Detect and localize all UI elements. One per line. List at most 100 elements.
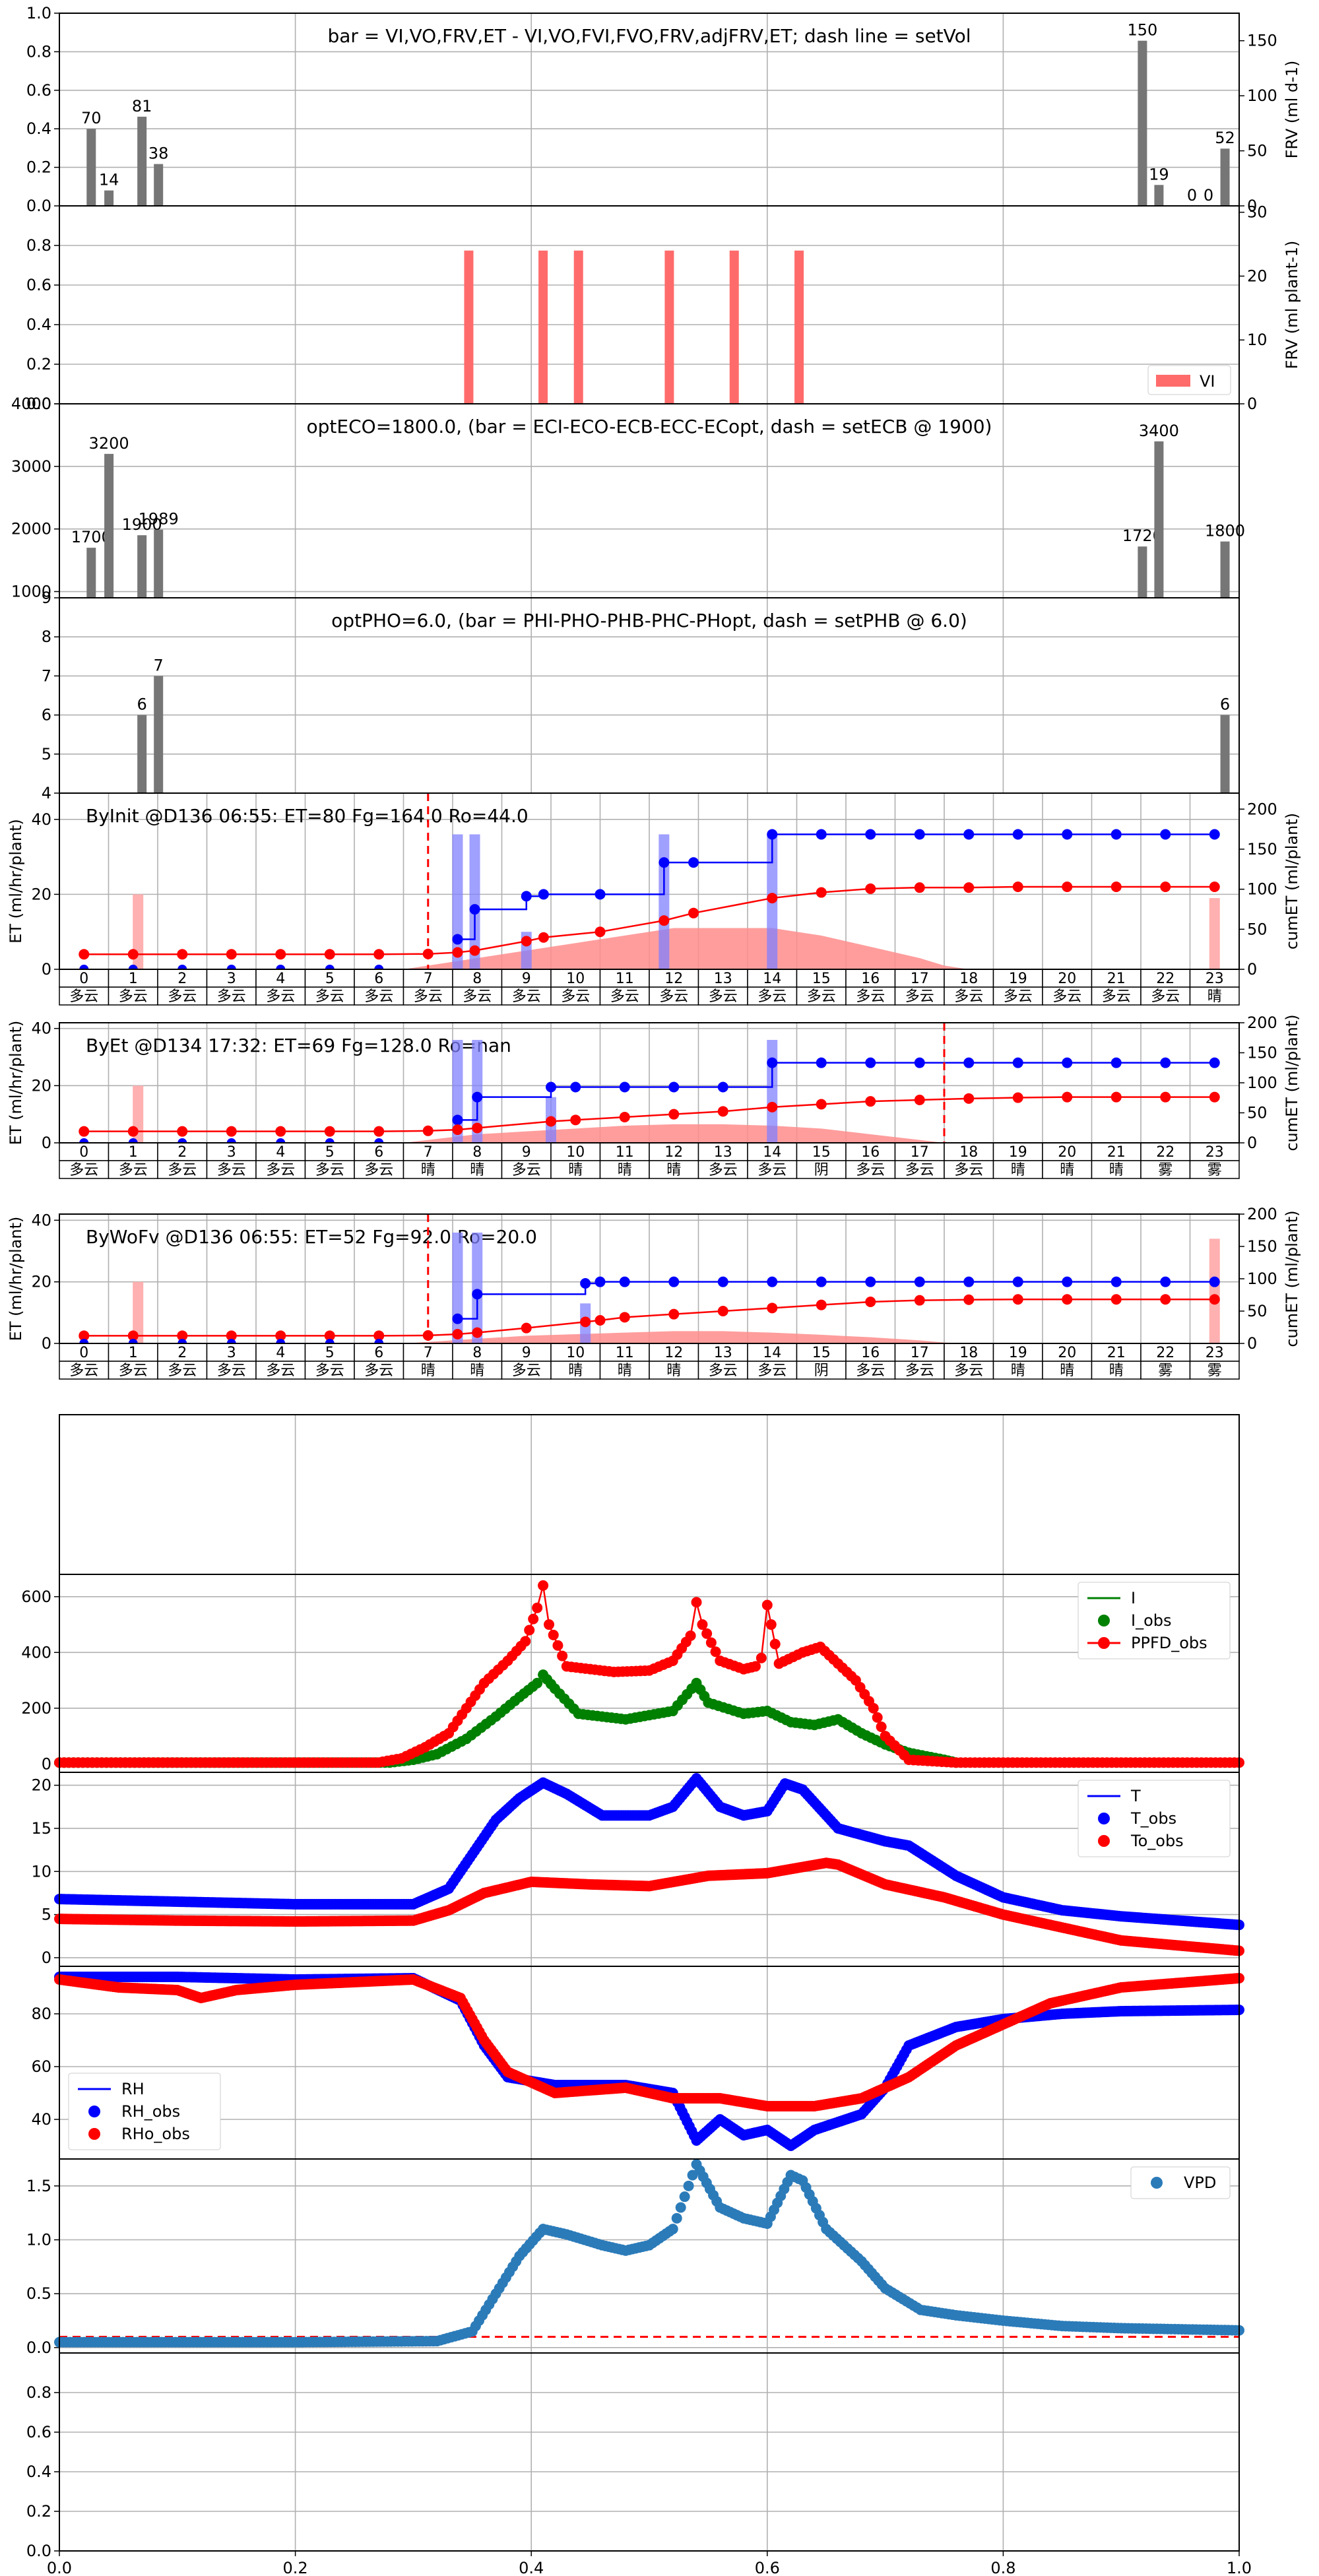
y-tick-label: 20 bbox=[31, 1273, 51, 1291]
y-tick-label: 0.2 bbox=[26, 158, 51, 177]
hour-cell bbox=[1140, 969, 1191, 988]
legend-marker bbox=[1098, 1637, 1110, 1649]
hour-cell bbox=[304, 1142, 355, 1161]
vpd-point bbox=[671, 2212, 682, 2224]
weather-label: 多云 bbox=[266, 1363, 295, 1379]
legend-swatch bbox=[1156, 375, 1190, 387]
hour-cell bbox=[501, 969, 552, 988]
weather-label: 多云 bbox=[954, 1162, 983, 1178]
y-tick-label: 0.4 bbox=[26, 119, 51, 138]
weather-label: 多云 bbox=[463, 988, 492, 1005]
cum-et-point bbox=[1160, 1057, 1171, 1068]
hour-label: 16 bbox=[861, 1345, 880, 1361]
hour-label: 6 bbox=[374, 1345, 383, 1361]
x-tick-label: 0.4 bbox=[519, 2559, 544, 2576]
y-axis-label: ET (ml/hr/plant) bbox=[7, 819, 25, 944]
et-area bbox=[403, 1124, 944, 1143]
weather-cell bbox=[845, 986, 896, 1006]
vpd-point bbox=[679, 2191, 690, 2203]
axes-frame bbox=[59, 1772, 1240, 1967]
y-tick-label: 5 bbox=[42, 1906, 51, 1924]
cum-et-point bbox=[619, 1276, 630, 1287]
weather-label: 多云 bbox=[69, 988, 98, 1005]
i-obs-point bbox=[532, 1677, 543, 1689]
y-tick-label: 1000 bbox=[11, 583, 51, 601]
et-point bbox=[469, 945, 480, 956]
y-tick-label-right: 0 bbox=[1247, 395, 1257, 413]
weather-label: 晴 bbox=[421, 1162, 435, 1178]
weather-cell bbox=[649, 1361, 699, 1380]
bar bbox=[154, 529, 164, 598]
legend-marker bbox=[88, 2128, 100, 2140]
weather-label: 多云 bbox=[954, 1363, 983, 1379]
weather-label: 多云 bbox=[1052, 988, 1081, 1005]
weather-label: 晴 bbox=[666, 1162, 681, 1178]
y-tick-label: 7 bbox=[42, 666, 51, 685]
bar bbox=[1154, 185, 1164, 206]
cum-et-point bbox=[816, 1057, 827, 1068]
weather-cell bbox=[1189, 1160, 1240, 1179]
cum-et-point bbox=[1012, 829, 1023, 840]
y-tick-label: 20 bbox=[31, 885, 51, 903]
hour-cell bbox=[452, 1142, 503, 1161]
weather-cell bbox=[108, 1361, 158, 1380]
weather-cell bbox=[354, 1160, 404, 1179]
et-point bbox=[963, 1093, 975, 1104]
et-point bbox=[816, 1099, 827, 1110]
weather-cell bbox=[402, 1160, 453, 1179]
et-point bbox=[373, 1126, 385, 1137]
weather-label: 多云 bbox=[315, 1162, 344, 1178]
hour-label: 10 bbox=[566, 971, 585, 987]
weather-label: 多云 bbox=[364, 1363, 393, 1379]
hour-label: 19 bbox=[1009, 1345, 1027, 1361]
y-tick-label: 40 bbox=[31, 2110, 51, 2129]
cum-et-point bbox=[595, 1276, 606, 1287]
x-tick-label: 0.8 bbox=[990, 2559, 1015, 2576]
y-tick-label: 0.0 bbox=[26, 2338, 51, 2357]
y-tick-label: 0.2 bbox=[26, 2502, 51, 2521]
axes-frame bbox=[59, 2352, 1240, 2552]
blue-bar bbox=[469, 834, 480, 969]
hour-label: 12 bbox=[664, 1345, 683, 1361]
et-point bbox=[373, 1330, 385, 1341]
hour-label: 11 bbox=[616, 1144, 634, 1161]
cum-et-point bbox=[452, 1313, 463, 1324]
hour-cell bbox=[255, 1142, 306, 1161]
bar-value-label: 0 bbox=[1187, 186, 1197, 205]
hour-cell bbox=[845, 1142, 896, 1161]
et-point bbox=[1062, 882, 1073, 893]
et-point bbox=[538, 932, 549, 943]
vi-bar bbox=[664, 250, 674, 404]
weather-cell bbox=[452, 1160, 503, 1179]
et-point bbox=[452, 1124, 463, 1136]
bar bbox=[154, 676, 164, 793]
weather-cell bbox=[550, 986, 601, 1006]
y-tick-label: 15 bbox=[31, 1819, 51, 1838]
bar bbox=[1154, 441, 1164, 598]
vpd-point bbox=[675, 2202, 686, 2213]
ppfd-obs-point bbox=[750, 1661, 761, 1672]
weather-label: 多云 bbox=[709, 1363, 738, 1379]
weather-cell bbox=[304, 1361, 355, 1380]
hour-label: 22 bbox=[1156, 1345, 1174, 1361]
weather-cell bbox=[845, 1361, 896, 1380]
y-tick-label: 3000 bbox=[11, 457, 51, 476]
weather-label: 多云 bbox=[1004, 988, 1033, 1005]
hour-label: 6 bbox=[374, 1144, 383, 1161]
hour-label: 21 bbox=[1107, 1144, 1126, 1161]
y-tick-label-right: 50 bbox=[1247, 1302, 1268, 1320]
weather-cell bbox=[944, 986, 994, 1006]
ppfd-obs-point bbox=[548, 1629, 559, 1640]
panel-title: ByWoFv @D136 06:55: ET=52 Fg=92.0 Ro=20.… bbox=[86, 1226, 537, 1248]
vi-bar bbox=[538, 250, 548, 404]
bar-value-label: 150 bbox=[1127, 21, 1157, 40]
cum-et-point bbox=[452, 934, 463, 945]
et-point bbox=[717, 1106, 728, 1117]
bar-value-label: 6 bbox=[137, 695, 147, 714]
weather-label: 多云 bbox=[512, 1363, 541, 1379]
weather-cell bbox=[402, 1361, 453, 1380]
vi-bar bbox=[729, 250, 739, 404]
legend-box bbox=[1078, 1780, 1231, 1857]
cum-et-point bbox=[717, 1081, 728, 1093]
cum-et-point bbox=[688, 857, 699, 868]
